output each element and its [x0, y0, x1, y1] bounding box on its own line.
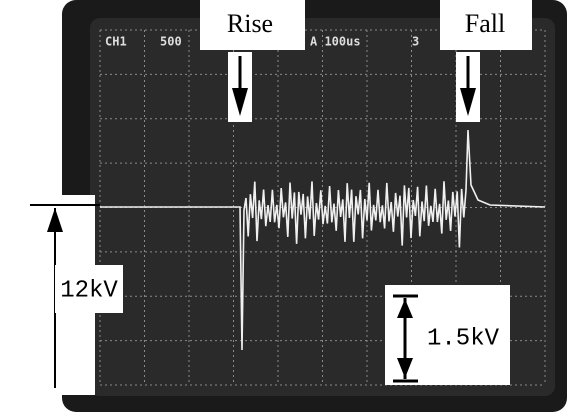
header-channel: CH1: [105, 35, 127, 49]
fall-arrow: [456, 52, 480, 122]
rise-arrow: [228, 52, 252, 122]
header-extra: 3: [412, 35, 419, 49]
rise-label: Rise: [227, 9, 273, 38]
total-amplitude-label: 12kV: [60, 277, 118, 304]
header-volts: 500: [160, 35, 182, 49]
figure: CH1 500 A 100us 3 Rise Fall 12kV 1.5kV: [0, 0, 578, 415]
ripple-label: 1.5kV: [427, 325, 500, 352]
page: CH1 500 A 100us 3 Rise Fall 12kV 1.5kV (…: [0, 0, 578, 415]
header-time: A 100us: [310, 35, 361, 49]
fall-label: Fall: [465, 9, 505, 38]
